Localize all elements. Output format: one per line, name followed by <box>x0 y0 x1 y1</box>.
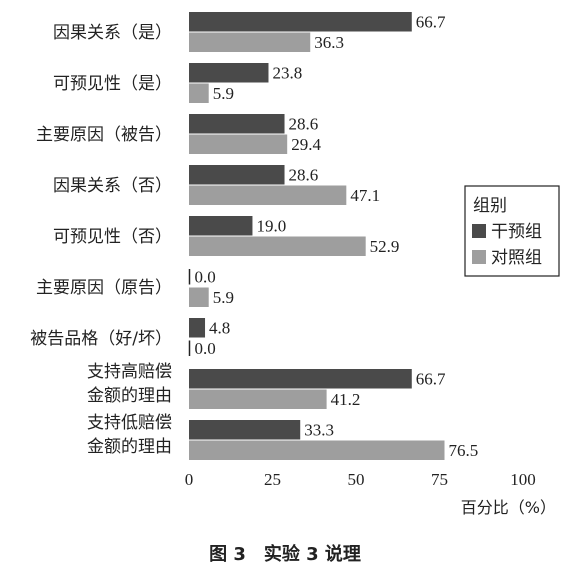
value-label: 28.6 <box>289 166 319 185</box>
bar-intervention <box>189 114 285 134</box>
x-tick-label: 75 <box>431 470 448 489</box>
category-labels: 因果关系（是） 可预见性（是） 主要原因（被告） 因果关系（否） 可预见性（否） 主要原因… <box>30 23 172 457</box>
x-tick-label: 100 <box>510 470 536 489</box>
x-tick-label: 50 <box>348 470 365 489</box>
legend-label-intervention: 干预组 <box>491 222 542 242</box>
value-label: 19.0 <box>256 217 286 236</box>
bar-control <box>189 440 445 460</box>
bar-intervention <box>189 165 285 185</box>
legend-label-control: 对照组 <box>491 248 542 268</box>
bar-control <box>189 185 347 205</box>
x-tick-label: 25 <box>264 470 281 489</box>
value-label: 76.5 <box>449 441 479 460</box>
x-axis-title: 百分比（%） <box>461 498 556 517</box>
category-label: 可预见性（否） <box>53 227 172 247</box>
legend-swatch-intervention <box>472 224 486 238</box>
category-label: 支持高赔偿 <box>87 362 172 382</box>
bar-control <box>189 83 209 103</box>
value-label: 23.8 <box>272 64 302 83</box>
category-label: 支持低赔偿 <box>87 413 172 433</box>
value-label: 47.1 <box>350 186 380 205</box>
category-label: 被告品格（好/坏） <box>30 329 172 349</box>
bar-control <box>189 389 327 409</box>
figure-caption: 图 3 实验 3 说理 <box>209 543 361 565</box>
value-label: 29.4 <box>291 135 321 154</box>
bar-intervention <box>189 216 253 236</box>
value-label: 52.9 <box>370 237 400 256</box>
value-label: 66.7 <box>416 13 446 32</box>
legend-swatch-control <box>472 250 486 264</box>
value-label: 66.7 <box>416 370 446 389</box>
category-label: 因果关系（是） <box>53 23 172 43</box>
x-tick-label: 0 <box>185 470 194 489</box>
bar-intervention <box>189 420 301 440</box>
bar-control <box>189 32 311 52</box>
bar-intervention <box>189 12 412 32</box>
value-label: 28.6 <box>289 115 319 134</box>
bar-intervention <box>189 318 206 338</box>
category-label: 可预见性（是） <box>53 74 172 94</box>
legend-title: 组别 <box>473 196 507 216</box>
bar-control <box>189 287 209 307</box>
value-label: 5.9 <box>213 84 234 103</box>
bar-intervention <box>189 63 269 83</box>
category-label: 金额的理由 <box>87 386 172 406</box>
value-label: 5.9 <box>213 288 234 307</box>
value-label: 41.2 <box>331 390 361 409</box>
value-label: 0.0 <box>195 268 216 287</box>
category-label: 主要原因（被告） <box>36 125 172 145</box>
category-label: 金额的理由 <box>87 437 172 457</box>
value-label: 33.3 <box>304 421 334 440</box>
bar-intervention <box>189 369 412 389</box>
category-label: 主要原因（原告） <box>36 278 172 298</box>
legend: 组别 干预组 对照组 <box>464 185 560 277</box>
value-labels: 66.736.323.85.928.629.428.647.119.052.90… <box>195 13 479 461</box>
x-axis-ticks: 0 25 50 75 100 <box>185 470 536 489</box>
bars <box>188 12 445 460</box>
bar-control <box>189 236 366 256</box>
bar-control <box>189 134 288 154</box>
category-label: 因果关系（否） <box>53 176 172 196</box>
value-label: 4.8 <box>209 319 230 338</box>
value-label: 0.0 <box>195 339 216 358</box>
value-label: 36.3 <box>314 33 344 52</box>
